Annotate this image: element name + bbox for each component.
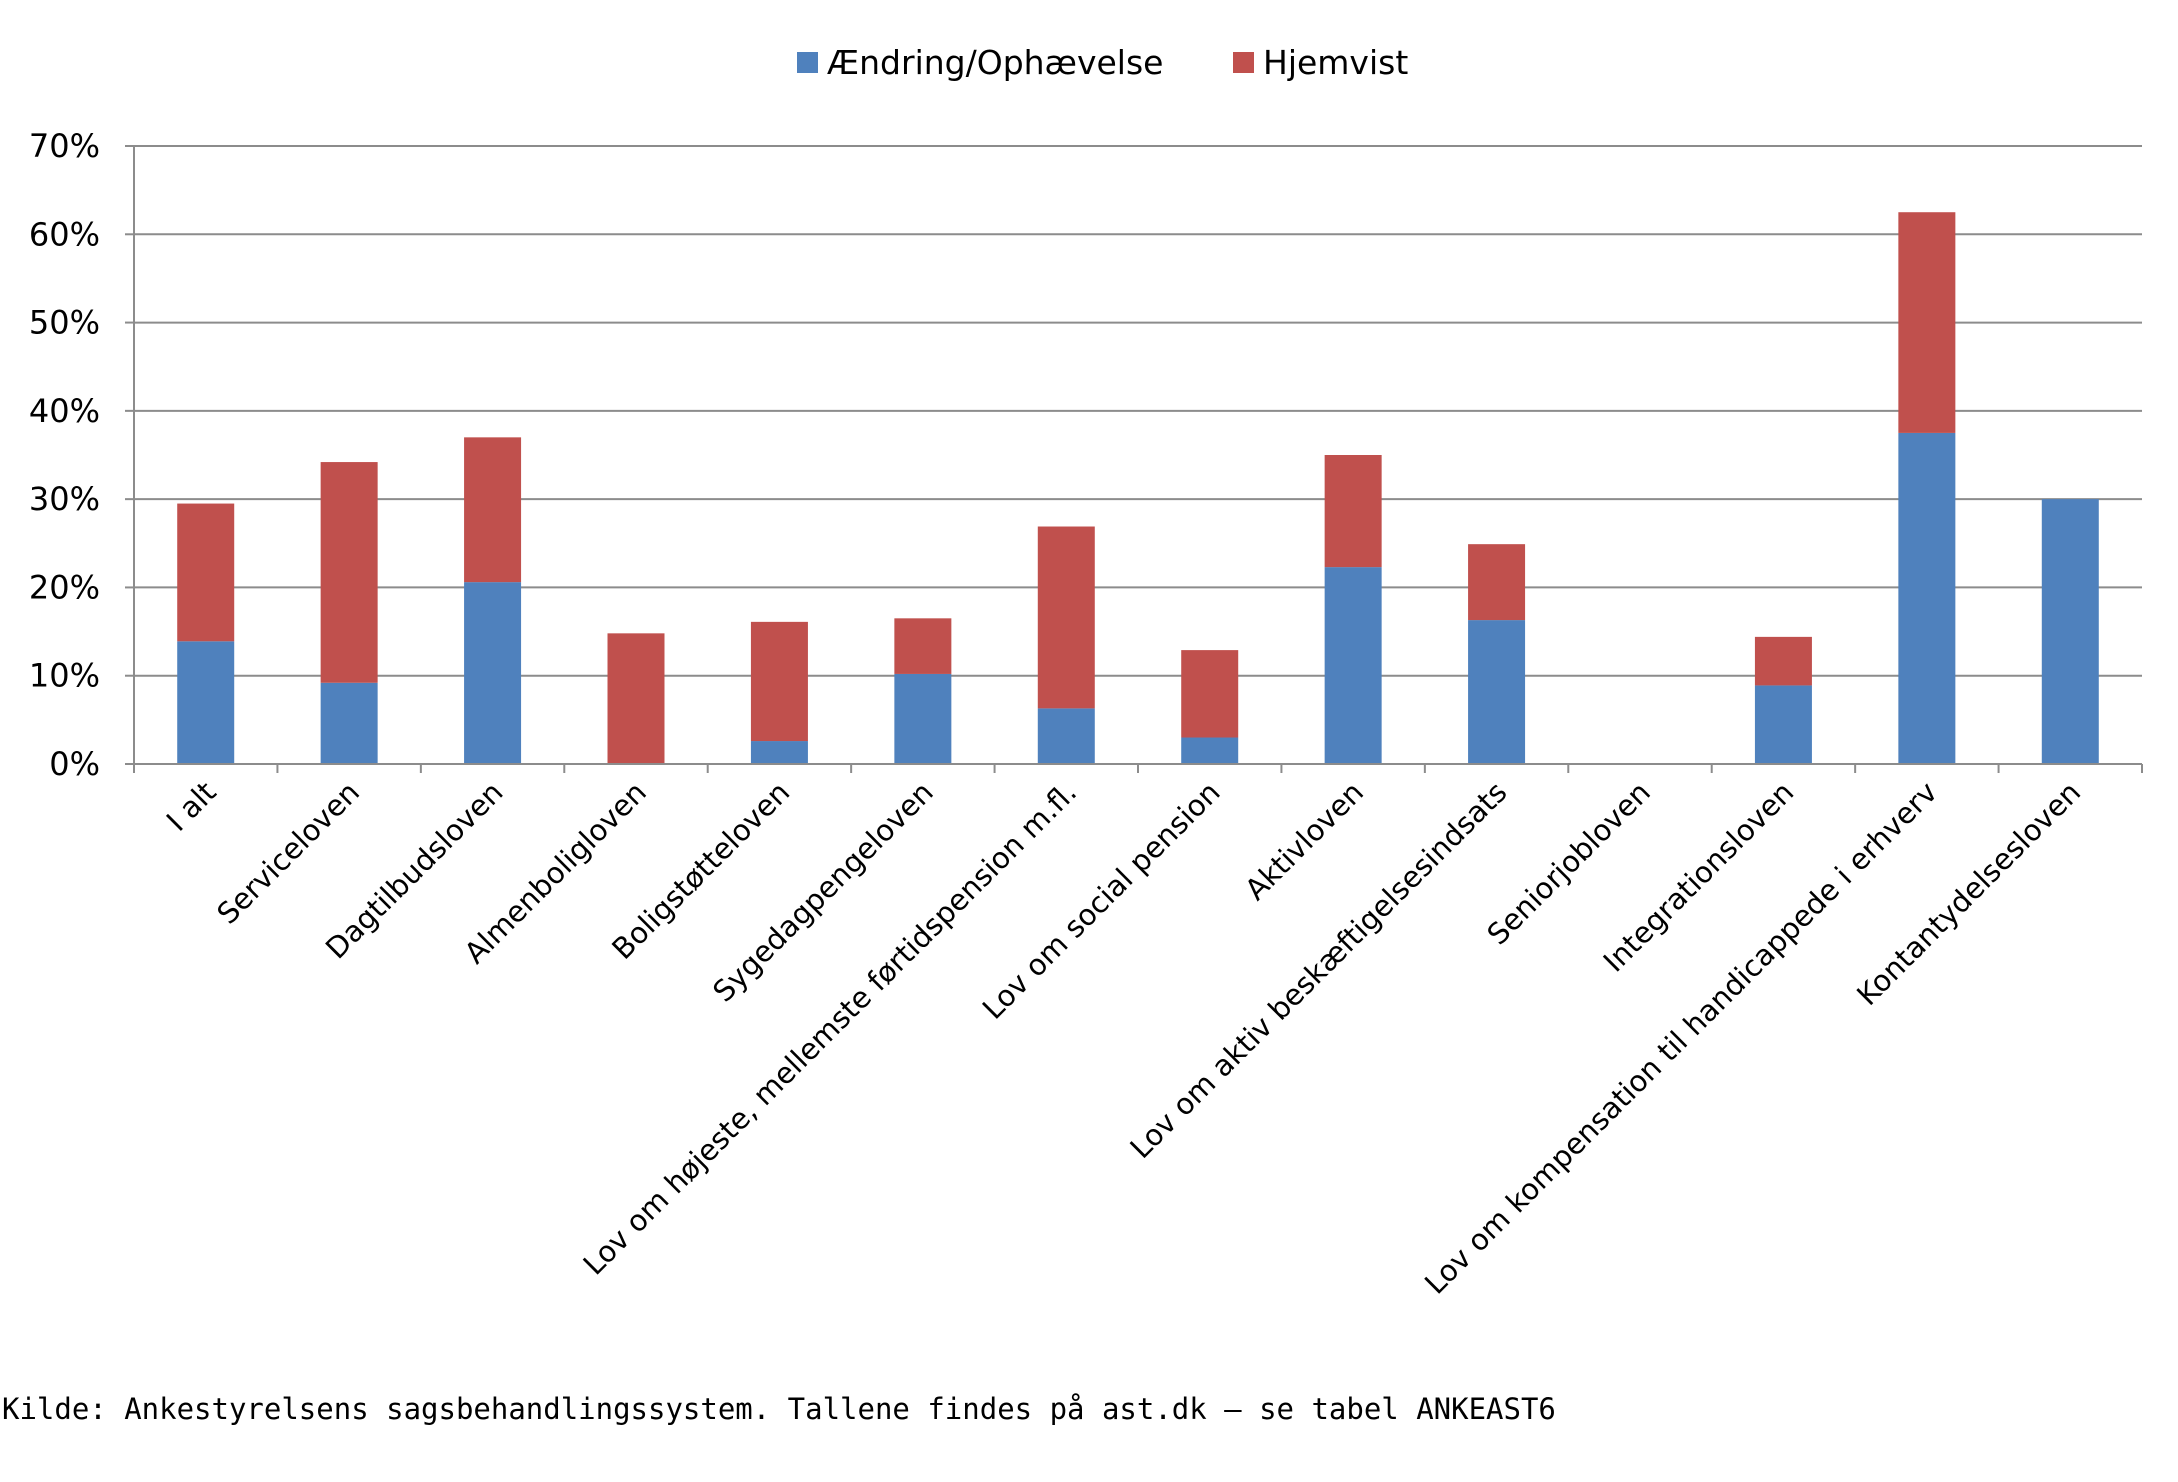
x-tick-label: Serviceloven bbox=[210, 775, 366, 931]
bar-aendring-7 bbox=[1181, 737, 1239, 764]
legend-swatch-hjemvist bbox=[1233, 52, 1254, 73]
bar-hjemvist-9 bbox=[1468, 544, 1526, 621]
bar-aendring-13 bbox=[2041, 499, 2099, 764]
bar-hjemvist-3 bbox=[607, 633, 665, 764]
x-tick-label: I alt bbox=[160, 775, 223, 838]
bar-hjemvist-8 bbox=[1324, 455, 1382, 568]
y-tick-label: 70% bbox=[29, 127, 100, 165]
bar-hjemvist-6 bbox=[1037, 526, 1095, 709]
y-tick-label: 20% bbox=[29, 568, 100, 606]
x-tick-label: Aktivloven bbox=[1238, 775, 1370, 907]
bar-aendring-12 bbox=[1898, 432, 1956, 764]
y-tick-label: 10% bbox=[29, 657, 100, 695]
y-tick-label: 50% bbox=[29, 304, 100, 342]
bar-aendring-6 bbox=[1037, 708, 1095, 764]
bar-aendring-8 bbox=[1324, 567, 1382, 764]
bars bbox=[177, 212, 2099, 764]
legend-label-hjemvist: Hjemvist bbox=[1263, 43, 1408, 82]
bar-hjemvist-12 bbox=[1898, 212, 1956, 433]
bar-aendring-1 bbox=[320, 682, 378, 764]
y-tick-label: 40% bbox=[29, 392, 100, 430]
x-tick-label: Lov om social pension bbox=[976, 775, 1227, 1026]
gridlines bbox=[134, 145, 2142, 677]
y-tick-label: 0% bbox=[49, 745, 100, 783]
y-tick-label: 30% bbox=[29, 480, 100, 518]
bar-hjemvist-1 bbox=[320, 462, 378, 683]
x-tick-label: Lov om højeste, mellemste førtidspension… bbox=[577, 775, 1084, 1282]
bar-aendring-11 bbox=[1754, 685, 1812, 764]
source-note: Kilde: Ankestyrelsens sagsbehandlingssys… bbox=[2, 1392, 1556, 1426]
bar-aendring-0 bbox=[177, 641, 235, 764]
legend-swatch-aendring bbox=[797, 52, 818, 73]
bar-hjemvist-0 bbox=[177, 503, 235, 642]
bar-hjemvist-7 bbox=[1181, 650, 1239, 738]
y-tick-label: 60% bbox=[29, 215, 100, 253]
legend: Ændring/Ophævelse Hjemvist bbox=[797, 43, 1408, 82]
bar-hjemvist-4 bbox=[750, 621, 808, 742]
bar-hjemvist-5 bbox=[894, 618, 952, 674]
bar-hjemvist-2 bbox=[464, 437, 522, 583]
bar-aendring-5 bbox=[894, 673, 952, 764]
bar-aendring-2 bbox=[464, 582, 522, 764]
legend-label-aendring: Ændring/Ophævelse bbox=[827, 43, 1163, 82]
y-axis-ticks: 0% 10% 20% 30% 40% 50% 60% 70% bbox=[29, 127, 134, 783]
bar-aendring-9 bbox=[1468, 620, 1526, 764]
bar-hjemvist-11 bbox=[1754, 636, 1812, 686]
axes bbox=[125, 146, 2142, 765]
bar-aendring-4 bbox=[750, 741, 808, 764]
x-tick-label: Lov om kompensation til handicappede i e… bbox=[1418, 775, 1944, 1301]
x-axis-ticks: I altServicelovenDagtilbudslovenAlmenbol… bbox=[133, 764, 2143, 1301]
